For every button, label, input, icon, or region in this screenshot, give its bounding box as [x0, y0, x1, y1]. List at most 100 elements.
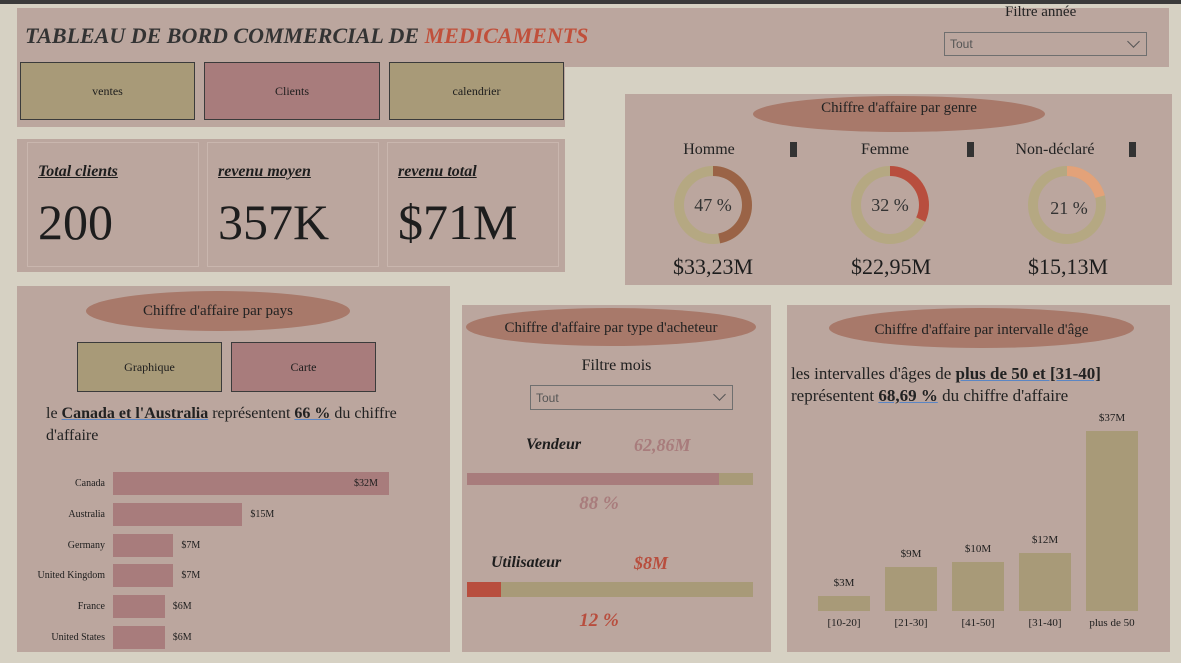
insight-pct: 68,69 % [878, 386, 938, 405]
gender-label-homme: Homme [683, 141, 735, 158]
month-filter-dropdown[interactable]: Tout [530, 385, 733, 410]
donut-arc [851, 166, 929, 244]
country-bar[interactable] [113, 472, 389, 495]
kpi-card-revenu-total: revenu total $71M [387, 142, 559, 267]
gender-marker [967, 142, 974, 157]
chart-view-button[interactable]: Graphique [77, 342, 222, 392]
user-progress-track [467, 582, 753, 597]
age-bar-value: $37M [1098, 412, 1126, 424]
nav-button-ventes[interactable]: ventes [20, 62, 195, 120]
age-bar-label: plus de 50 [1089, 617, 1135, 629]
age-bar[interactable] [952, 562, 1004, 611]
gender-value-femme: $22,95M [850, 254, 932, 279]
gender-section-title: Chiffre d'affaire par genre [753, 96, 1045, 132]
country-bar[interactable] [113, 595, 165, 619]
nav-panel: ventes Clients calendrier [17, 62, 565, 127]
age-bar-value: $10M [964, 543, 992, 556]
country-bar-label: Canada [75, 478, 105, 489]
country-bar[interactable] [113, 626, 165, 649]
map-view-button[interactable]: Carte [231, 342, 376, 392]
kpi-value: $71M [398, 194, 518, 250]
seller-pct: 88 % [579, 493, 619, 514]
country-bar-value: $7M [181, 539, 201, 551]
kpi-value: 200 [38, 194, 113, 250]
country-section-title: Chiffre d'affaire par pays [86, 291, 350, 331]
kpi-value: 357K [218, 194, 330, 250]
country-bar[interactable] [113, 502, 243, 526]
age-section-title: Chiffre d'affaire par intervalle d'âge [829, 308, 1134, 348]
donut-pct: 21 % [1050, 198, 1088, 218]
age-bar-value: $9M [900, 548, 922, 561]
gender-donut-homme: 47 % [674, 166, 752, 244]
kpi-panel: Total clients 200 revenu moyen 357K reve… [17, 139, 565, 272]
nav-button-calendrier[interactable]: calendrier [389, 62, 564, 120]
year-filter-value: Tout [950, 37, 973, 51]
gender-donut-femme: 32 % [851, 166, 929, 244]
month-filter-label: Filtre mois [581, 357, 652, 374]
donut-arc [1028, 166, 1106, 244]
kpi-card-revenu-moyen: revenu moyen 357K [207, 142, 379, 267]
year-filter-label: Filtre année [1005, 4, 1077, 20]
gender-revenue-panel: Chiffre d'affaire par genre Homme 47 % $… [625, 94, 1172, 285]
page-title: TABLEAU DE BORD COMMERCIAL DE MEDICAMENT… [25, 23, 588, 49]
gender-marker [1129, 142, 1136, 157]
insight-text: du chiffre d'affaire [937, 386, 1069, 405]
seller-progress-fill [467, 473, 719, 485]
insight-text: représentent [208, 405, 295, 422]
age-bar[interactable] [1086, 431, 1138, 611]
age-bar[interactable] [885, 567, 937, 611]
window-top-border [0, 0, 1181, 4]
age-bar-value: $3M [833, 577, 855, 590]
page-title-accent: MEDICAMENTS [424, 23, 589, 48]
age-revenue-panel: Chiffre d'affaire par intervalle d'âge l… [787, 305, 1170, 652]
user-pct: 12 % [579, 610, 619, 631]
year-filter-dropdown[interactable]: Tout [944, 32, 1147, 56]
age-insight-text: les intervalles d'âges de plus de 50 et … [791, 363, 1166, 407]
insight-highlight: plus de 50 et [31-40] [955, 364, 1101, 383]
insight-text: représentent [791, 386, 879, 405]
age-bar[interactable] [818, 596, 870, 611]
country-bar-value: $6M [172, 601, 192, 613]
country-revenue-panel: Chiffre d'affaire par pays Graphique Car… [17, 286, 450, 652]
country-bar-label: Australia [68, 508, 105, 520]
gender-label-non-declare: Non-déclaré [1015, 141, 1095, 158]
country-bar-label: Germany [67, 539, 105, 551]
insight-pct: 66 % [294, 405, 331, 422]
kpi-card-total-clients: Total clients 200 [27, 142, 199, 267]
age-bar-label: [10-20] [827, 617, 861, 629]
age-bar[interactable] [1019, 552, 1071, 611]
country-insight-text: le Canada et l'Australia représentent 66… [46, 403, 441, 447]
kpi-label: revenu total [398, 163, 477, 180]
gender-marker [790, 142, 797, 157]
insight-text: le [46, 405, 62, 422]
donut-pct: 47 % [694, 195, 732, 215]
insight-text: les intervalles d'âges de [791, 364, 956, 383]
user-label: Utilisateur [491, 554, 562, 571]
chevron-down-icon [1127, 35, 1140, 48]
country-bar-value: $7M [181, 570, 201, 582]
month-filter-value: Tout [536, 391, 559, 405]
age-bar-label: [31-40] [1028, 617, 1062, 629]
gender-label-femme: Femme [861, 141, 909, 158]
chevron-down-icon [713, 388, 726, 401]
age-bar-value: $12M [1031, 533, 1059, 546]
user-progress-fill [467, 582, 502, 597]
country-bar-value: $15M [250, 508, 275, 520]
country-bar[interactable] [113, 533, 174, 557]
seller-value: 62,86M [634, 435, 691, 455]
age-bar-label: [21-30] [894, 617, 928, 629]
donut-arc [674, 166, 752, 244]
insight-text: du chiffre d'affaire [46, 405, 397, 444]
nav-button-clients[interactable]: Clients [204, 62, 380, 120]
page-title-main: TABLEAU DE BORD COMMERCIAL DE [25, 23, 425, 48]
donut-pct: 32 % [871, 195, 909, 215]
kpi-label: Total clients [38, 163, 118, 180]
country-bar-label: United States [51, 632, 105, 643]
country-bar[interactable] [113, 564, 174, 588]
user-value: $8M [634, 553, 669, 573]
header-panel: TABLEAU DE BORD COMMERCIAL DE MEDICAMENT… [17, 4, 1169, 67]
buyer-type-panel: Chiffre d'affaire par type d'acheteur Fi… [462, 305, 771, 652]
gender-donut-non-declare: 21 % [1028, 166, 1106, 244]
country-bar-value: $6M [172, 632, 192, 643]
seller-label: Vendeur [526, 436, 582, 453]
